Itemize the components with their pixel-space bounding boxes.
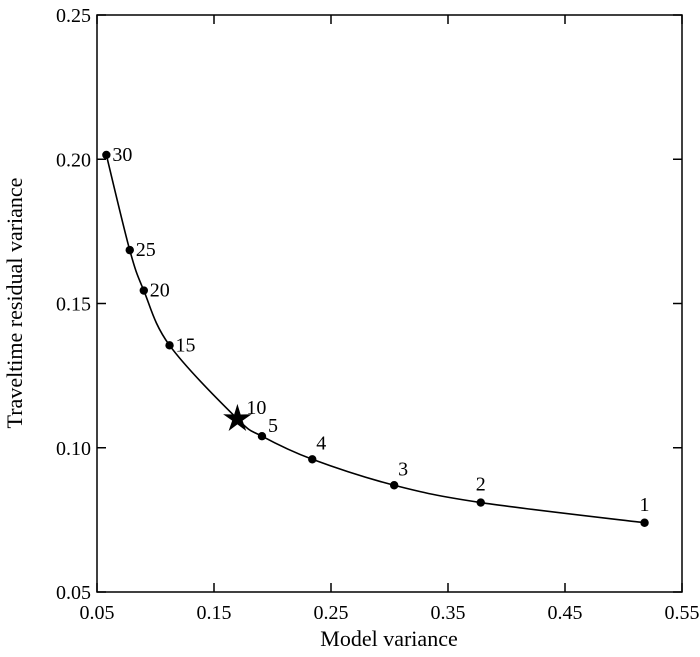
data-point bbox=[165, 341, 174, 350]
point-label: 5 bbox=[268, 415, 278, 437]
y-tick-labels: 0.05 0.10 0.15 0.20 0.25 bbox=[56, 5, 91, 604]
data-point bbox=[476, 498, 485, 507]
data-point bbox=[102, 150, 111, 160]
y-tick-label: 0.20 bbox=[56, 149, 91, 171]
series-line bbox=[105, 154, 645, 524]
point-label: 20 bbox=[150, 280, 170, 302]
point-label: 3 bbox=[398, 458, 408, 480]
data-point bbox=[139, 286, 148, 295]
y-axis-title: Traveltime residual variance bbox=[2, 178, 27, 429]
x-tick-label: 0.45 bbox=[548, 602, 583, 624]
data-markers bbox=[102, 150, 649, 527]
point-labels: 30 25 20 15 105 4 3 2 1 bbox=[112, 144, 649, 516]
data-point bbox=[308, 455, 317, 464]
point-label: 15 bbox=[176, 334, 196, 356]
x-axis-title: Model variance bbox=[320, 626, 457, 651]
axis-ticks bbox=[96, 14, 683, 593]
data-point bbox=[640, 518, 649, 527]
x-tick-label: 0.05 bbox=[80, 602, 115, 624]
point-label: 1 bbox=[640, 494, 650, 516]
data-point bbox=[389, 481, 399, 490]
x-tick-label: 0.35 bbox=[431, 602, 466, 624]
star-marker bbox=[223, 403, 252, 432]
point-label: 2 bbox=[476, 474, 486, 496]
point-label: 30 bbox=[112, 144, 132, 166]
data-point bbox=[257, 432, 267, 441]
point-label: 25 bbox=[136, 239, 156, 261]
data-point bbox=[125, 245, 134, 255]
y-tick-label: 0.25 bbox=[56, 5, 91, 27]
y-tick-label: 0.05 bbox=[56, 582, 91, 604]
x-tick-label: 0.15 bbox=[197, 602, 232, 624]
x-tick-label: 0.25 bbox=[314, 602, 349, 624]
point-label: 4 bbox=[316, 432, 326, 454]
point-label: 10 bbox=[246, 397, 266, 419]
x-tick-label: 0.55 bbox=[665, 602, 700, 624]
y-tick-label: 0.15 bbox=[56, 294, 91, 316]
plot-frame bbox=[96, 14, 683, 593]
y-tick-label: 0.10 bbox=[56, 438, 91, 460]
x-tick-labels: 0.05 0.15 0.25 0.35 0.45 0.55 bbox=[80, 602, 700, 624]
